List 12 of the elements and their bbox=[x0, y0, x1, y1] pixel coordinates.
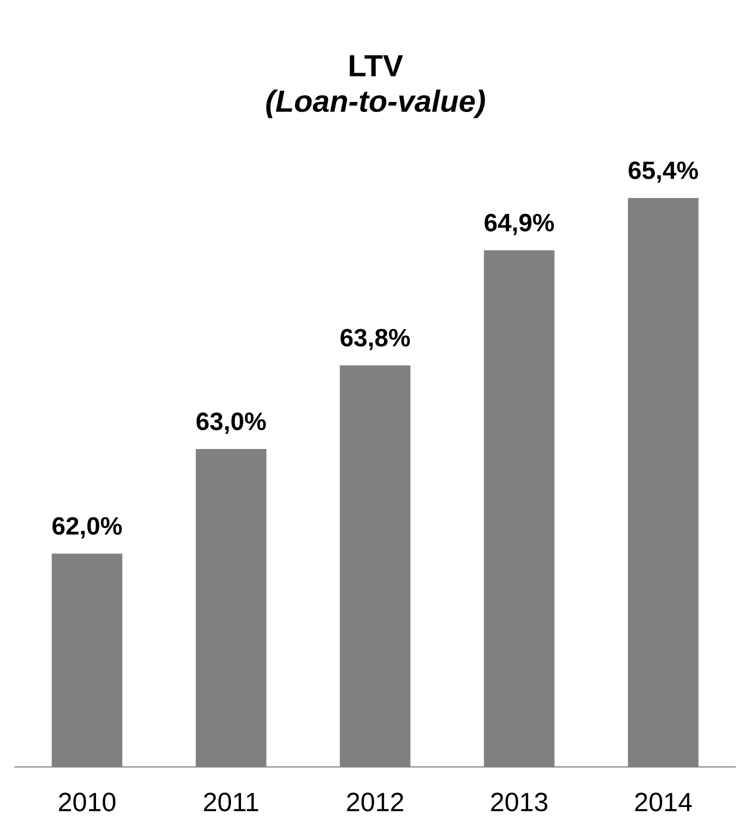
x-tick-label: 2011 bbox=[204, 792, 258, 812]
data-label: 64,9% bbox=[484, 214, 554, 236]
x-tick-label: 2014 bbox=[635, 792, 692, 812]
data-label: 62,0% bbox=[52, 517, 122, 538]
x-tick-label: 2010 bbox=[59, 792, 116, 812]
chart-title: LTV bbox=[350, 55, 404, 76]
data-label: 63,8% bbox=[340, 328, 410, 350]
chart-subtitle: (Loan-to-value) bbox=[266, 90, 485, 118]
x-tick-label: 2013 bbox=[491, 792, 548, 812]
data-label: 63,0% bbox=[196, 412, 266, 434]
data-label: 65,4% bbox=[628, 161, 698, 183]
x-tick-label: 2012 bbox=[347, 792, 404, 812]
